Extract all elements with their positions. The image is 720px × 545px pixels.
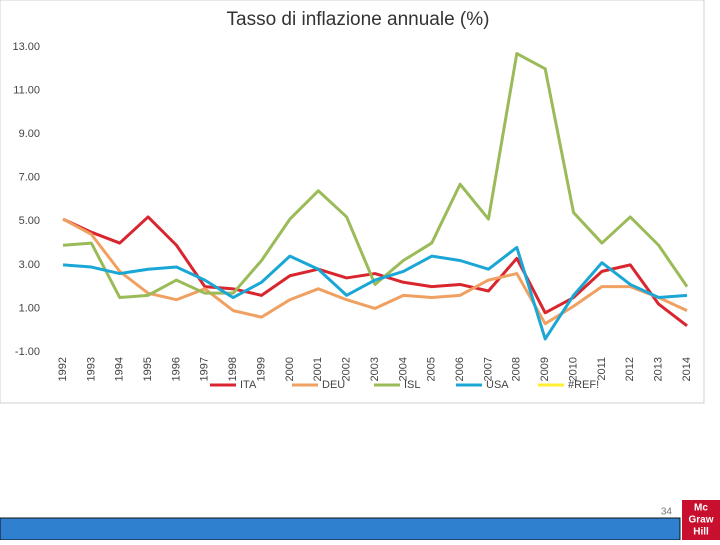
chart-frame [0,0,705,404]
legend-label: USA [486,379,509,391]
x-tick-label: 1999 [255,357,267,381]
x-tick-label: 2011 [596,357,608,381]
chart-title: Tasso di inflazione annuale (%) [227,9,490,30]
y-tick-label: 3.00 [19,259,40,271]
y-tick-label: -1.00 [15,346,40,358]
x-tick-label: 2000 [284,357,296,381]
legend-label: #REF! [568,379,599,391]
y-tick-label: 13.00 [12,41,40,53]
x-tick-label: 1994 [114,357,126,381]
x-tick-label: 2009 [539,357,551,381]
logo-text: Graw [688,515,713,526]
x-tick-label: 1997 [199,357,211,381]
page-number: 34 [661,507,673,518]
y-tick-label: 5.00 [19,215,40,227]
legend-label: ITA [240,379,257,391]
y-tick-label: 7.00 [19,172,40,184]
legend-label: ISL [404,379,421,391]
series-line [62,217,688,326]
x-tick-label: 2012 [624,357,636,381]
x-tick-label: 2013 [653,357,665,381]
logo-text: Mc [694,503,708,514]
x-tick-label: 2007 [482,357,494,381]
x-tick-label: 2001 [312,357,324,381]
series-line [62,52,689,300]
x-tick-label: 2004 [397,357,409,381]
x-tick-label: 2002 [341,357,353,381]
x-tick-label: 1995 [142,357,154,381]
series-line [62,245,688,341]
series-line [62,215,688,328]
footer-bar [0,517,681,541]
x-tick-label: 2005 [426,357,438,381]
x-tick-label: 2003 [369,357,381,381]
x-tick-label: 2008 [511,357,523,381]
x-tick-label: 1992 [57,357,69,381]
x-tick-label: 2006 [454,357,466,381]
x-tick-label: 2014 [681,357,693,381]
logo-box [682,500,720,540]
x-tick-label: 1996 [170,357,182,381]
y-tick-label: 9.00 [19,128,40,140]
legend-label: DEU [322,379,345,391]
x-tick-label: 1998 [227,357,239,381]
x-tick-label: 2010 [567,357,579,381]
y-tick-label: 11.00 [13,84,40,96]
x-tick-label: 1993 [85,357,97,381]
y-tick-label: 1.00 [19,302,40,314]
logo-text: Hill [693,527,709,538]
